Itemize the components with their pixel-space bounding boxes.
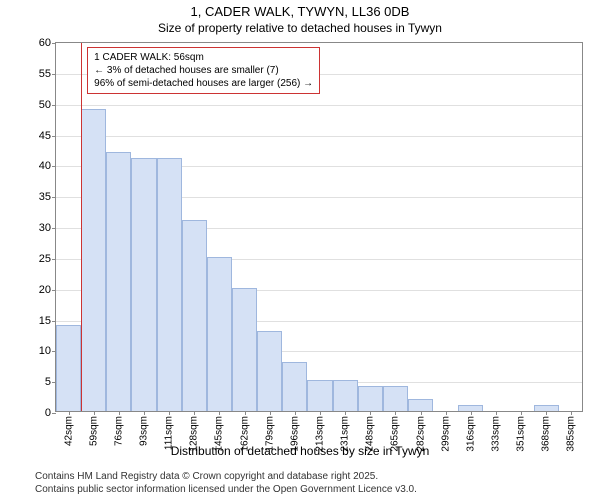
bar [56, 325, 81, 411]
xtick-mark [320, 411, 321, 415]
marker-line [81, 43, 82, 411]
bar [257, 331, 282, 411]
bar [106, 152, 131, 411]
callout-line: ← 3% of detached houses are smaller (7) [94, 64, 313, 77]
callout-box: 1 CADER WALK: 56sqm← 3% of detached hous… [87, 47, 320, 94]
ytick-label: 35 [28, 191, 56, 203]
xtick-mark [295, 411, 296, 415]
bar [207, 257, 232, 411]
footnote-line-2: Contains public sector information licen… [35, 483, 590, 496]
plot-area: 05101520253035404550556042sqm59sqm76sqm9… [55, 42, 583, 412]
xtick-mark [245, 411, 246, 415]
xtick-label: 59sqm [88, 416, 99, 446]
xtick-mark [496, 411, 497, 415]
bar [307, 380, 332, 411]
chart-subtitle: Size of property relative to detached ho… [0, 21, 600, 35]
xtick-mark [471, 411, 472, 415]
bar [408, 399, 433, 411]
bar [358, 386, 383, 411]
chart-container: 1, CADER WALK, TYWYN, LL36 0DB Size of p… [0, 0, 600, 500]
xtick-mark [94, 411, 95, 415]
gridline [56, 136, 582, 137]
ytick-label: 15 [28, 315, 56, 327]
ytick-label: 20 [28, 284, 56, 296]
xtick-mark [270, 411, 271, 415]
callout-line: 96% of semi-detached houses are larger (… [94, 77, 313, 90]
xtick-label: 93sqm [139, 416, 150, 446]
xtick-mark [194, 411, 195, 415]
bar [182, 220, 207, 411]
xtick-mark [345, 411, 346, 415]
ytick-label: 45 [28, 130, 56, 142]
xtick-mark [144, 411, 145, 415]
xtick-mark [546, 411, 547, 415]
xtick-mark [69, 411, 70, 415]
xtick-mark [219, 411, 220, 415]
ytick-label: 50 [28, 99, 56, 111]
xtick-mark [169, 411, 170, 415]
xtick-mark [571, 411, 572, 415]
xtick-mark [119, 411, 120, 415]
ytick-label: 30 [28, 222, 56, 234]
ytick-label: 10 [28, 345, 56, 357]
xtick-label: 76sqm [113, 416, 124, 446]
ytick-label: 25 [28, 253, 56, 265]
xtick-mark [446, 411, 447, 415]
ytick-label: 40 [28, 160, 56, 172]
xtick-mark [421, 411, 422, 415]
xtick-mark [395, 411, 396, 415]
xtick-mark [521, 411, 522, 415]
bar [232, 288, 257, 411]
xtick-label: 42sqm [63, 416, 74, 446]
bar [81, 109, 106, 411]
callout-line: 1 CADER WALK: 56sqm [94, 51, 313, 64]
gridline [56, 105, 582, 106]
footnote-line-1: Contains HM Land Registry data © Crown c… [35, 470, 590, 483]
bar [157, 158, 182, 411]
xtick-mark [370, 411, 371, 415]
x-axis-label: Distribution of detached houses by size … [0, 444, 600, 458]
bar [131, 158, 156, 411]
bar [282, 362, 307, 411]
ytick-label: 5 [28, 376, 56, 388]
ytick-label: 0 [28, 407, 56, 419]
footnote: Contains HM Land Registry data © Crown c… [35, 470, 590, 496]
bar [383, 386, 408, 411]
bar [333, 380, 358, 411]
chart-title: 1, CADER WALK, TYWYN, LL36 0DB [0, 4, 600, 19]
ytick-label: 60 [28, 37, 56, 49]
ytick-label: 55 [28, 68, 56, 80]
